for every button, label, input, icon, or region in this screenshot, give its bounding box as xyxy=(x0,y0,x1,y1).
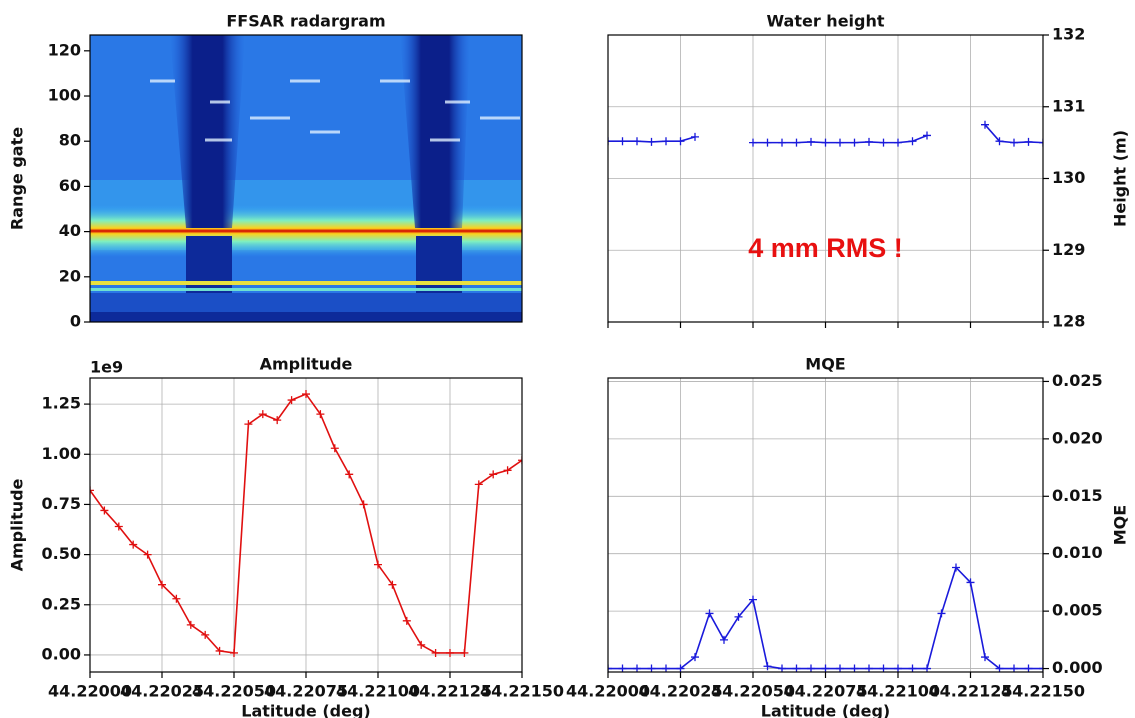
x-tick-label: 44.22025 xyxy=(638,682,722,701)
y-tick-label: 80 xyxy=(59,131,81,150)
y-tick-label: 0 xyxy=(70,312,81,331)
x-tick-label: 44.22000 xyxy=(566,682,650,701)
y-tick-label: 60 xyxy=(59,176,81,195)
plot-frame xyxy=(89,34,523,323)
x-tick-label: 44.22025 xyxy=(120,682,204,701)
x-axis-label: Latitude (deg) xyxy=(761,702,890,718)
panel-title: Water height xyxy=(766,12,884,31)
y-tick-label: 0.50 xyxy=(42,544,81,563)
y-axis-label: Height (m) xyxy=(1111,130,1130,227)
data-line xyxy=(608,125,1043,143)
y-tick-label: 128 xyxy=(1052,312,1085,331)
x-tick-label: 44.22125 xyxy=(928,682,1012,701)
y-tick-label: 0.015 xyxy=(1052,486,1103,505)
x-tick-label: 44.22100 xyxy=(856,682,940,701)
y-tick-label: 40 xyxy=(59,221,81,240)
y-tick-label: 132 xyxy=(1052,25,1085,44)
plot-frame xyxy=(607,377,1044,673)
y-tick-label: 0.00 xyxy=(42,644,81,663)
y-tick-label: 120 xyxy=(48,40,81,59)
x-tick-label: 44.22075 xyxy=(264,682,348,701)
y-tick-label: 130 xyxy=(1052,168,1085,187)
data-line xyxy=(608,563,1043,672)
y-tick-label: 100 xyxy=(48,86,81,105)
y-tick-label: 0.025 xyxy=(1052,371,1103,390)
y-axis-label: Amplitude xyxy=(8,478,27,571)
panel-title: Amplitude xyxy=(260,355,353,374)
x-tick-label: 44.22125 xyxy=(408,682,492,701)
y-axis-label: Range gate xyxy=(8,127,27,230)
panel-title: FFSAR radargram xyxy=(226,12,385,31)
y-tick-label: 0.75 xyxy=(42,494,81,513)
y-tick-label: 0.005 xyxy=(1052,601,1103,620)
y-tick-label: 0.000 xyxy=(1052,658,1103,677)
plot-frame xyxy=(89,377,523,673)
y-tick-label: 131 xyxy=(1052,96,1085,115)
x-tick-label: 44.22075 xyxy=(783,682,867,701)
x-axis-label: Latitude (deg) xyxy=(241,702,370,718)
x-tick-label: 44.22050 xyxy=(192,682,276,701)
x-tick-label: 44.22050 xyxy=(711,682,795,701)
y-tick-label: 0.25 xyxy=(42,594,81,613)
panel-title: MQE xyxy=(805,355,845,374)
y-tick-label: 1.00 xyxy=(42,444,81,463)
x-tick-label: 44.22000 xyxy=(48,682,132,701)
radargram-image xyxy=(90,35,522,322)
offset-label: 1e9 xyxy=(90,358,123,377)
y-tick-label: 0.010 xyxy=(1052,543,1103,562)
x-tick-label: 44.22150 xyxy=(480,682,564,701)
y-tick-label: 20 xyxy=(59,266,81,285)
y-axis-label: MQE xyxy=(1111,505,1130,545)
y-tick-label: 129 xyxy=(1052,240,1085,259)
x-tick-label: 44.22150 xyxy=(1001,682,1085,701)
y-tick-label: 1.25 xyxy=(42,394,81,413)
plot-frame xyxy=(607,34,1044,323)
x-tick-label: 44.22100 xyxy=(336,682,420,701)
y-tick-label: 0.020 xyxy=(1052,428,1103,447)
annotation: 4 mm RMS ! xyxy=(748,233,903,263)
data-line xyxy=(90,390,522,657)
